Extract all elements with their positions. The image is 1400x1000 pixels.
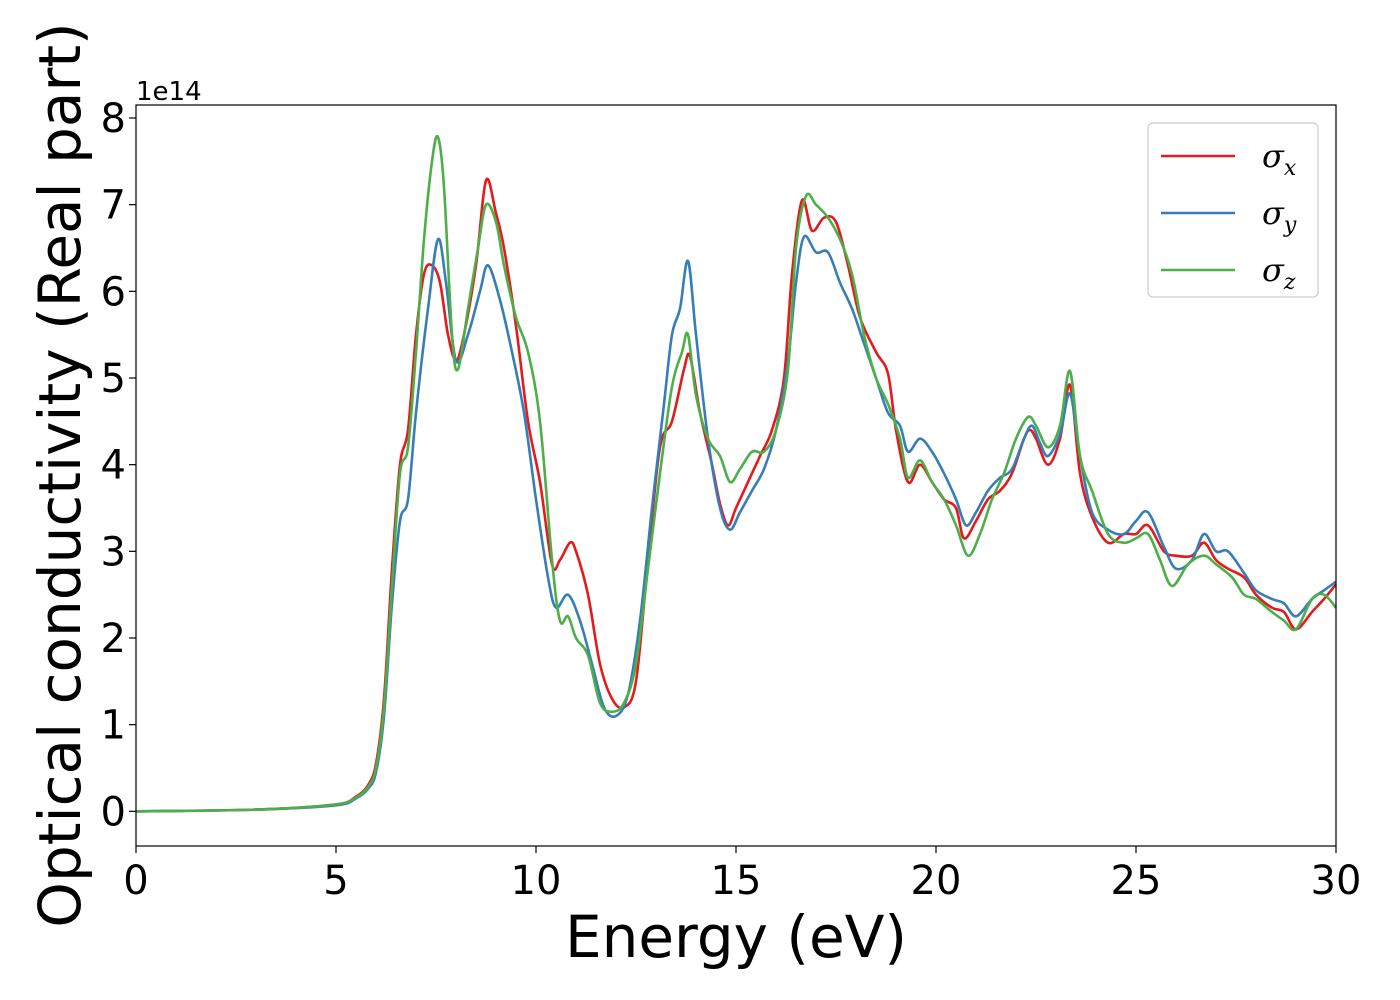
y-tick-label: 6 [101,269,126,315]
x-tick-label: 5 [323,858,348,904]
x-tick-label: 30 [1311,858,1362,904]
x-tick-label: 10 [511,858,562,904]
x-tick-label: 20 [911,858,962,904]
plot-area [135,134,1338,813]
legend: σx σy σz [1147,122,1319,298]
x-tick-label: 15 [711,858,762,904]
x-tick-label: 25 [1111,858,1162,904]
legend-box [1147,122,1319,298]
y-tick-label: 0 [101,789,126,835]
legend-label-z: σz [1262,251,1296,295]
y-tick-label: 3 [101,529,126,575]
y-tick-label: 1 [101,703,126,749]
legend-label-x: σx [1262,137,1297,181]
y-tick-label: 5 [101,356,126,402]
y-offset-label: 1e14 [136,77,202,107]
x-axis-label: Energy (eV) [565,903,907,971]
x-tick-label: 0 [123,858,148,904]
y-tick-label: 4 [101,443,126,489]
y-tick-label: 2 [101,616,126,662]
y-axis: 0 1 2 3 4 5 6 7 8 [101,96,136,835]
series-line-z [135,134,1338,813]
legend-label-y: σy [1262,194,1297,238]
series-line-y [135,234,1337,813]
y-tick-label: 7 [101,183,126,229]
x-axis: 0 5 10 15 20 25 30 [123,846,1361,904]
y-tick-label: 8 [101,96,126,142]
y-axis-label: Optical conductivity (Real part) [26,22,94,927]
